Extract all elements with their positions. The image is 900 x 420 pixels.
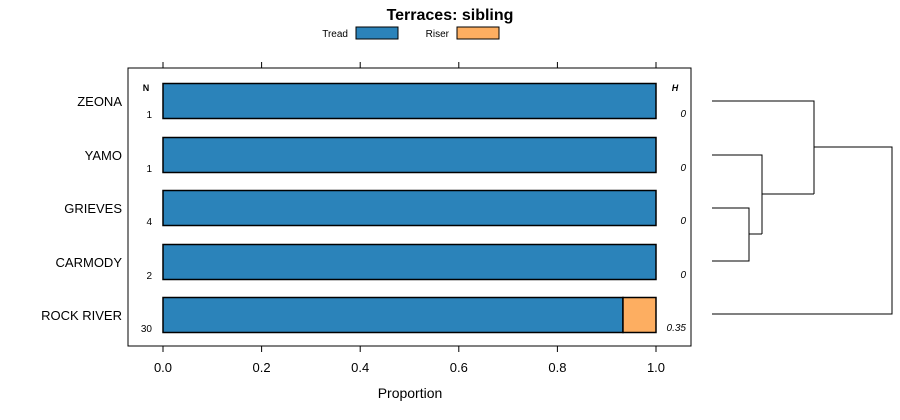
n-header: N [143,83,150,93]
category-label: CARMODY [56,255,123,270]
dendrogram-branches [712,100,893,315]
bar-tread-carmody [162,243,657,281]
x-tick-label: 0.8 [548,360,566,375]
legend-swatch-tread [355,26,399,40]
legend-label-tread: Tread [322,29,348,40]
h-value: 0 [680,216,686,227]
category-label: ROCK RIVER [41,308,122,323]
bar-tread-yamo [162,136,657,174]
plot-frame [127,67,692,347]
chart-title: Terraces: sibling [387,7,514,24]
x-axis: 0.0 0.2 0.4 0.6 0.8 1.0 [154,62,665,375]
n-value: 1 [146,110,152,121]
x-tick-label: 0.4 [351,360,369,375]
category-label: YAMO [85,148,122,163]
legend-swatch-riser [456,26,500,40]
n-value: 4 [146,217,152,228]
category-label: ZEONA [77,94,122,109]
n-value: 30 [141,324,153,335]
bar-tread-zeona [162,82,657,120]
legend-label-riser: Riser [426,29,450,40]
bars [162,82,657,334]
h-value: 0 [680,109,686,120]
x-tick-label: 1.0 [647,360,665,375]
n-value: 1 [146,164,152,175]
h-value: 0.35 [667,323,687,334]
h-header: H [672,83,679,93]
n-h-annotations: N H 1 0 1 0 4 0 2 0 30 0.35 [141,83,687,335]
bar-riser-rock-river [622,296,657,334]
x-tick-label: 0.6 [450,360,468,375]
x-tick-label: 0.2 [253,360,271,375]
bar-tread-grieves [162,189,657,227]
legend: Tread Riser [322,26,500,40]
x-tick-label: 0.0 [154,360,172,375]
bar-tread-rock-river [162,296,624,334]
h-value: 0 [680,163,686,174]
dendrogram [712,100,893,315]
x-axis-label: Proportion [378,385,443,401]
category-label: GRIEVES [64,201,122,216]
n-value: 2 [146,271,152,282]
h-value: 0 [680,270,686,281]
category-labels: ZEONA YAMO GRIEVES CARMODY ROCK RIVER [41,94,122,323]
